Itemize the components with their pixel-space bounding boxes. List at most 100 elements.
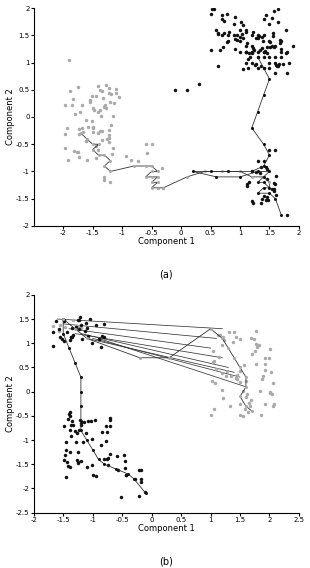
Point [77, 152, 82, 161]
Point [114, 84, 119, 93]
Point [65, 415, 70, 424]
Point [117, 92, 122, 101]
Point [208, 45, 213, 54]
Point [273, 58, 278, 67]
Point [84, 323, 89, 332]
Point [79, 419, 84, 428]
Point [219, 368, 224, 377]
Point [243, 58, 248, 67]
Point [258, 45, 263, 55]
Point [111, 143, 116, 152]
Point [261, 14, 266, 23]
Point [107, 415, 112, 424]
Point [88, 97, 93, 106]
Point [105, 135, 110, 144]
Point [108, 449, 113, 458]
Point [281, 59, 286, 68]
Point [277, 60, 281, 69]
Point [234, 30, 239, 39]
Point [220, 31, 225, 40]
Point [98, 106, 103, 115]
Point [211, 404, 216, 413]
Point [267, 20, 272, 29]
Point [237, 366, 242, 375]
Point [86, 122, 91, 131]
Point [262, 399, 267, 408]
Point [51, 342, 55, 351]
Point [270, 29, 275, 38]
Point [99, 111, 104, 120]
Point [259, 410, 263, 419]
Point [88, 315, 93, 324]
Point [267, 52, 272, 61]
Point [215, 30, 220, 39]
Point [51, 321, 55, 330]
Point [261, 156, 266, 165]
Point [254, 340, 259, 349]
Point [268, 367, 273, 377]
Point [271, 187, 276, 196]
Point [264, 192, 269, 201]
Point [103, 103, 108, 112]
Point [143, 140, 148, 149]
Point [139, 477, 144, 486]
Point [260, 36, 265, 45]
Point [274, 62, 279, 71]
Point [264, 163, 268, 172]
Point [67, 335, 72, 344]
Point [83, 318, 88, 327]
Point [272, 400, 277, 409]
Point [258, 386, 263, 395]
Point [257, 32, 262, 41]
Point [262, 366, 267, 375]
Point [69, 323, 74, 332]
Point [244, 27, 249, 36]
Point [84, 428, 89, 437]
Point [95, 82, 100, 91]
Point [279, 52, 284, 61]
Point [57, 320, 62, 329]
Point [241, 387, 246, 396]
Point [245, 390, 250, 399]
Point [110, 112, 115, 121]
Point [220, 341, 225, 350]
Point [209, 411, 214, 420]
Point [63, 101, 68, 110]
Point [254, 327, 259, 336]
Point [273, 69, 278, 78]
Point [220, 11, 225, 20]
Point [262, 360, 267, 369]
Point [76, 147, 81, 156]
Point [210, 357, 215, 366]
Point [255, 64, 260, 73]
Point [218, 46, 223, 55]
Point [122, 456, 127, 465]
Point [61, 336, 66, 345]
Point [99, 441, 104, 450]
Point [243, 47, 248, 56]
Point [76, 82, 81, 91]
Point [93, 471, 98, 481]
Point [247, 48, 252, 57]
X-axis label: Component 1: Component 1 [138, 237, 195, 247]
Point [68, 426, 73, 435]
Point [261, 31, 266, 40]
Point [67, 55, 72, 64]
Point [95, 108, 100, 117]
Point [262, 48, 267, 57]
Point [78, 107, 83, 116]
Point [283, 49, 288, 58]
Point [249, 58, 254, 67]
Point [97, 127, 102, 136]
Point [68, 411, 73, 420]
Point [239, 18, 244, 27]
Point [261, 192, 266, 201]
Point [155, 183, 160, 193]
Point [71, 147, 76, 156]
Point [90, 461, 95, 470]
Point [132, 474, 137, 483]
Point [273, 145, 278, 154]
Point [102, 172, 107, 181]
Point [222, 16, 227, 26]
Point [142, 488, 147, 497]
